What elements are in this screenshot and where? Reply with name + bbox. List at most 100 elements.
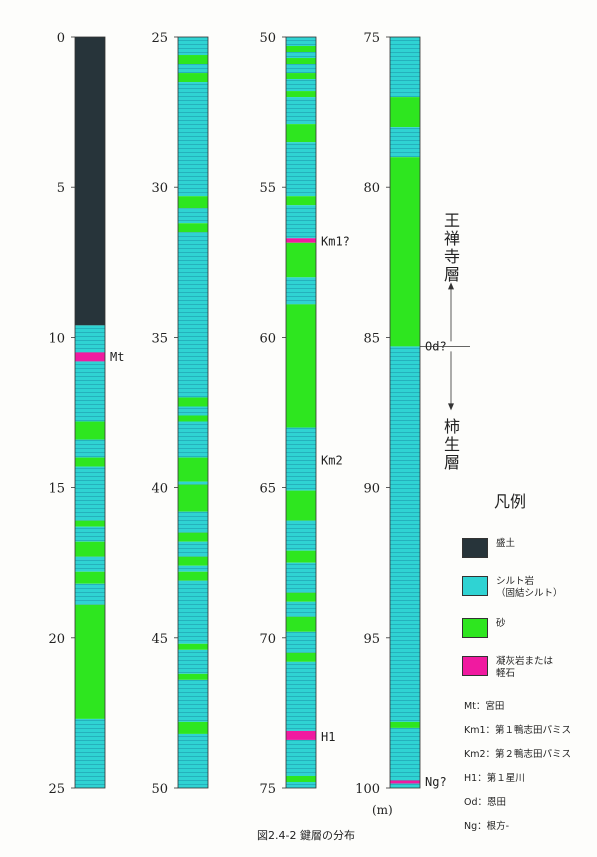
layer-silt	[75, 466, 105, 521]
layer-tuff	[390, 780, 420, 784]
layer-silt	[75, 439, 105, 458]
layer-silt	[286, 562, 316, 593]
layer-sand	[286, 490, 316, 521]
upper-arrow-head	[448, 282, 454, 290]
legend-swatch-tuff	[462, 656, 488, 676]
layer-silt	[178, 421, 208, 458]
depth-tick-label: 45	[151, 632, 168, 647]
layer-sand	[75, 457, 105, 467]
legend-swatch-fill	[462, 538, 488, 558]
depth-tick-label: 50	[259, 31, 276, 46]
column-outline	[389, 36, 421, 789]
layer-sand	[286, 592, 316, 602]
legend-label-tuff: 凝灰岩または 軽石	[496, 656, 554, 679]
layer-sand	[178, 397, 208, 407]
key-bed-marker-km1: Km1?	[321, 234, 350, 248]
depth-tick-label: 85	[363, 331, 380, 346]
layer-sand	[75, 520, 105, 527]
layer-silt	[75, 718, 105, 788]
depth-tick-label: 20	[48, 632, 65, 647]
depth-tick-label: 25	[48, 782, 65, 797]
layer-silt	[390, 127, 420, 158]
layer-tuff	[286, 730, 316, 740]
layer-silt	[286, 781, 316, 788]
layer-silt	[286, 37, 316, 47]
layer-sand	[178, 73, 208, 83]
layer-sand	[178, 532, 208, 542]
figure-caption: 図2.4-2 鍵層の分布	[257, 829, 355, 842]
layer-sand	[286, 775, 316, 782]
legend: 凡例 盛土 シルト岩 （固結シルト） 砂 凝灰岩または 軽石	[462, 488, 597, 698]
layer-silt	[178, 481, 208, 485]
layer-silt	[178, 82, 208, 197]
layer-silt	[75, 526, 105, 542]
legend-item-tuff: 凝灰岩または 軽石	[462, 656, 597, 680]
layer-sand	[286, 242, 316, 278]
key-bed-marker-h1: H1	[321, 730, 335, 744]
layer-sand	[390, 157, 420, 347]
layer-silt	[390, 37, 420, 98]
key-bed-marker-km2: Km2	[321, 454, 343, 468]
layer-sand	[178, 196, 208, 209]
layer-silt	[286, 52, 316, 59]
layer-tuff	[286, 238, 316, 243]
layer-silt	[75, 583, 105, 605]
layer-silt	[178, 580, 208, 644]
legend-label-siltstone: シルト岩 （固結シルト）	[496, 576, 563, 599]
depth-tick-label: 15	[48, 482, 65, 497]
formation-upper-label: 王禅寺層	[443, 211, 460, 284]
depth-tick-label: 10	[48, 331, 65, 346]
layer-sand	[178, 484, 208, 512]
layer-sand	[75, 541, 105, 557]
legend-label-fill: 盛土	[496, 538, 516, 549]
legend-title: 凡例	[494, 492, 527, 511]
layer-sand	[178, 673, 208, 680]
layer-sand	[75, 421, 105, 440]
layer-sand	[286, 124, 316, 143]
layer-silt	[286, 631, 316, 653]
layer-sand	[286, 73, 316, 80]
layer-silt	[286, 97, 316, 125]
layer-silt	[286, 661, 316, 731]
depth-tick-label: 95	[363, 632, 380, 647]
depth-unit-label: (m)	[372, 803, 393, 817]
layer-sand	[75, 571, 105, 584]
legend-item-sand: 砂	[462, 618, 597, 638]
layer-sand	[178, 721, 208, 734]
column-outline	[74, 36, 106, 789]
layer-sand	[390, 97, 420, 128]
legend-item-siltstone: シルト岩 （固結シルト）	[462, 576, 597, 600]
layer-silt	[178, 511, 208, 533]
layer-sand	[286, 652, 316, 662]
layer-silt	[286, 427, 316, 491]
layer-sand	[286, 91, 316, 98]
depth-tick-label: 35	[151, 331, 168, 346]
depth-tick-label: 80	[363, 181, 380, 196]
depth-tick-label: 75	[363, 31, 380, 46]
depth-tick-label: 5	[57, 181, 65, 196]
abbr-od: Od：恩田	[464, 797, 507, 808]
layer-sand	[178, 55, 208, 65]
depth-tick-label: 75	[259, 782, 276, 797]
layer-silt	[75, 556, 105, 572]
layer-sand	[286, 304, 316, 428]
layer-silt	[75, 325, 105, 353]
depth-tick-label: 65	[259, 482, 276, 497]
depth-tick-label: 30	[151, 181, 168, 196]
layer-sand	[286, 46, 316, 53]
column-outline	[285, 36, 317, 789]
depth-tick-label: 25	[151, 31, 168, 46]
depth-tick-label: 50	[151, 782, 168, 797]
depth-tick-label: 60	[259, 331, 276, 346]
key-bed-marker-ng: Ng?	[425, 775, 447, 789]
lower-arrow-head	[448, 403, 454, 411]
layer-silt	[286, 520, 316, 551]
layer-silt	[286, 205, 316, 239]
layer-silt	[390, 783, 420, 788]
layer-sand	[286, 616, 316, 632]
layer-silt	[286, 739, 316, 776]
layer-silt	[178, 232, 208, 398]
layer-silt	[390, 346, 420, 722]
layer-sand	[178, 223, 208, 233]
